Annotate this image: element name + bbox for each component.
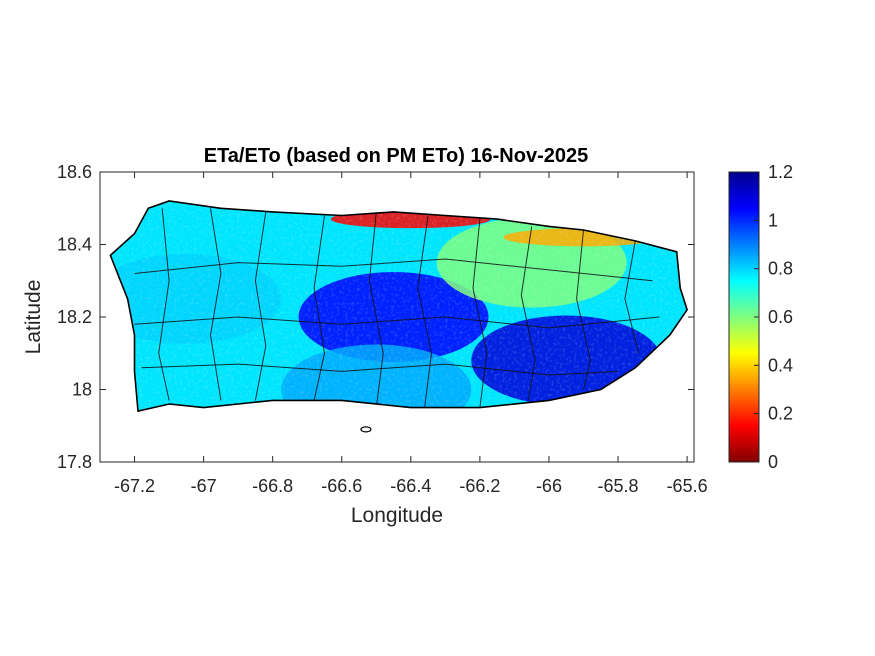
municipality-boundary: [141, 363, 619, 376]
island-outline: [109, 200, 688, 413]
x-axis-label: Longitude: [351, 504, 443, 527]
x-tick-label: -66.4: [390, 476, 431, 496]
y-tick-label: 17.8: [57, 452, 92, 472]
municipality-boundary: [254, 211, 267, 401]
municipality-boundary: [134, 258, 653, 282]
y-axis-label: Latitude: [22, 280, 45, 355]
colorbar-tick-label: 0: [768, 452, 778, 472]
colorbar-ticks: 1.2 1 0.8 0.6 0.4 0.2 0: [754, 162, 793, 472]
y-tick-label: 18: [72, 380, 92, 400]
colorbar-tick-label: 1: [768, 210, 778, 230]
municipality-boundary: [576, 229, 591, 390]
municipality-boundary: [209, 208, 222, 401]
x-tick-label: -66: [536, 476, 562, 496]
value-field: [110, 201, 688, 412]
colorbar-tick-label: 1.2: [768, 162, 793, 182]
x-tick-label: -65.6: [667, 476, 708, 496]
islet-outline: [360, 426, 372, 433]
eta-eto-map: [109, 200, 688, 433]
y-tick-label: 18.2: [57, 307, 92, 327]
x-tick-label: -67.2: [114, 476, 155, 496]
x-tick-label: -67: [191, 476, 217, 496]
x-tick-label: -66.2: [459, 476, 500, 496]
x-axis: -67.2 -67 -66.8 -66.6 -66.4 -66.2 -66 -65.8 -65.…: [114, 172, 708, 496]
municipality-boundary: [368, 211, 384, 408]
municipality-boundary: [520, 226, 536, 401]
municipality-boundary: [417, 215, 433, 408]
y-axis: 18.6 18.4 18.2 18 17.8: [57, 162, 694, 472]
municipality-boundary: [624, 240, 640, 354]
pixel-speckle: [110, 201, 688, 412]
x-tick-label: -66.6: [321, 476, 362, 496]
y-tick-label: 18.6: [57, 162, 92, 182]
colorbar-tick-label: 0.8: [768, 259, 793, 279]
y-tick-label: 18.4: [57, 235, 92, 255]
colorbar-tick-label: 0.6: [768, 307, 793, 327]
municipality-boundary: [134, 316, 660, 329]
municipality-boundary: [158, 208, 170, 401]
x-tick-label: -66.8: [252, 476, 293, 496]
chart-title: ETa/ETo (based on PM ETo) 16-Nov-2025: [204, 145, 589, 167]
municipality-boundary: [313, 215, 326, 401]
colorbar-tick-label: 0.2: [768, 404, 793, 424]
colorbar-tick-label: 0.4: [768, 355, 793, 375]
x-tick-label: -65.8: [598, 476, 639, 496]
